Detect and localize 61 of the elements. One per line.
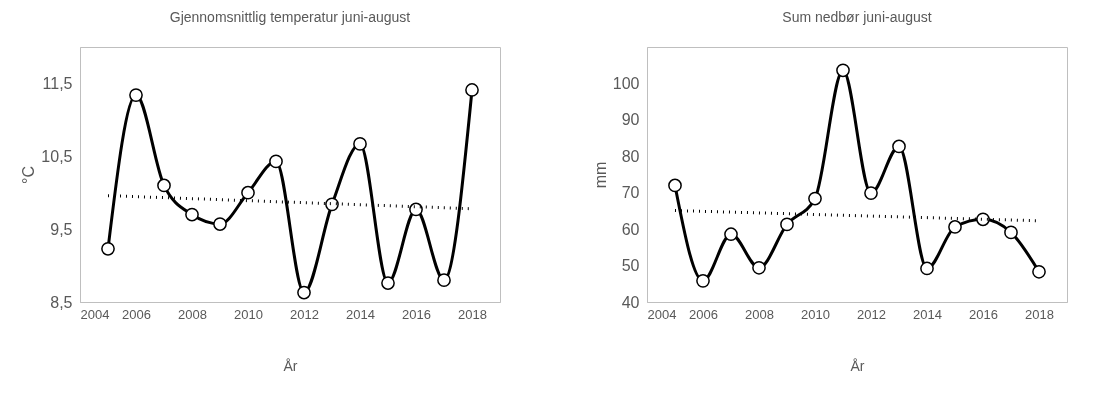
x-axis-title: År <box>283 357 298 374</box>
point <box>948 220 962 234</box>
y-tick-label: 80 <box>621 147 640 165</box>
x-tick-label: 2016 <box>402 306 431 322</box>
x-tick-label: 2018 <box>1025 306 1054 322</box>
point <box>325 197 339 212</box>
y-tick-label: 40 <box>621 293 640 311</box>
point <box>353 137 367 151</box>
chart-title: Sum nedbør juni-august <box>782 9 932 25</box>
point <box>241 185 255 200</box>
y-tick-label: 70 <box>621 184 640 202</box>
y-tick-label: 50 <box>621 257 640 275</box>
x-tick-label: 2018 <box>458 306 487 322</box>
point <box>808 191 822 206</box>
x-axis-title: År <box>850 357 865 374</box>
x-tick-label: 2008 <box>178 306 207 322</box>
point <box>864 186 878 200</box>
point <box>724 227 738 242</box>
point <box>465 83 479 97</box>
point <box>892 139 906 154</box>
point <box>1032 264 1046 279</box>
x-tick-label: 2006 <box>689 306 718 322</box>
x-tick-label: 2016 <box>969 306 998 322</box>
y-tick-label: 100 <box>612 74 640 92</box>
x-tick-label: 2012 <box>857 306 886 322</box>
point <box>185 207 199 222</box>
point <box>213 217 227 231</box>
x-tick-label: 2004 <box>647 306 677 322</box>
point <box>780 217 794 232</box>
point <box>1004 225 1018 240</box>
y-tick-label: 9,5 <box>50 220 73 238</box>
point <box>381 276 395 290</box>
y-axis-title: mm <box>591 161 609 189</box>
point <box>920 261 934 276</box>
y-tick-label: 90 <box>621 111 640 129</box>
point <box>836 63 850 78</box>
point <box>437 273 451 287</box>
point <box>101 241 115 256</box>
point <box>157 178 171 193</box>
y-axis-title: °C <box>20 166 38 184</box>
chart-title: Gjennomsnittlig temperatur juni-august <box>169 9 411 25</box>
x-tick-label: 2010 <box>234 306 263 322</box>
x-tick-label: 2014 <box>913 306 942 322</box>
point <box>668 178 682 193</box>
point <box>297 285 311 300</box>
point <box>696 274 710 288</box>
x-tick-label: 2014 <box>346 306 375 322</box>
point <box>976 212 990 227</box>
point <box>129 88 143 102</box>
point <box>409 202 423 217</box>
x-tick-label: 2006 <box>122 306 151 322</box>
x-tick-label: 2008 <box>745 306 774 322</box>
x-tick-label: 2010 <box>801 306 830 322</box>
y-tick-label: 60 <box>621 220 640 238</box>
y-tick-label: 10,5 <box>41 147 73 165</box>
x-tick-label: 2004 <box>80 306 110 322</box>
point <box>269 154 283 169</box>
y-tick-label: 8,5 <box>50 293 73 311</box>
y-tick-label: 11,5 <box>42 74 73 92</box>
x-tick-label: 2012 <box>290 306 319 322</box>
point <box>752 260 766 275</box>
